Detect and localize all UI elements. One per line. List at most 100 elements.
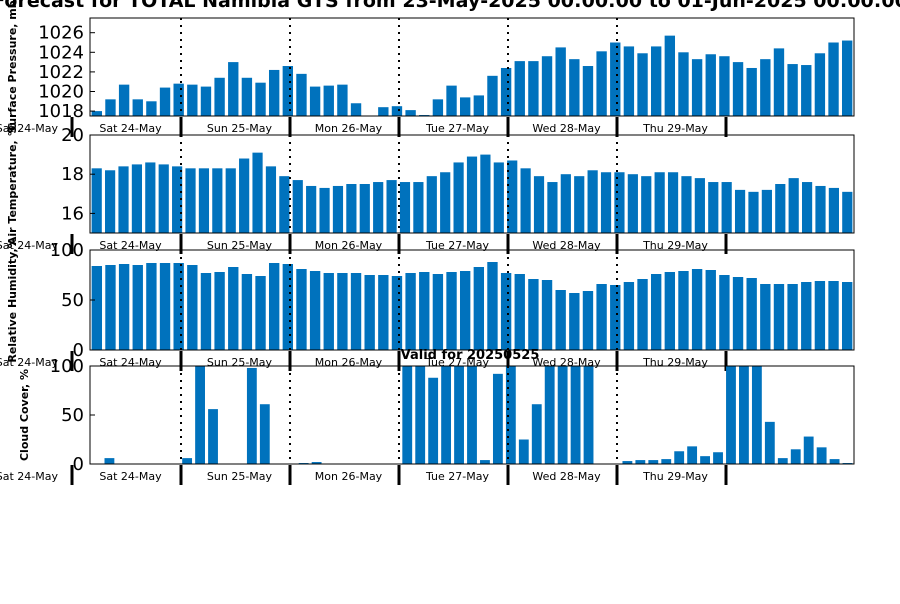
bar [378, 107, 389, 116]
bar [105, 170, 116, 233]
bar [528, 279, 539, 350]
bar [654, 172, 665, 233]
bar [751, 366, 762, 464]
bar [268, 263, 280, 350]
bar [691, 59, 703, 116]
bar [415, 366, 426, 464]
bar [533, 176, 545, 233]
x-tick-label: Tue 27-May [425, 239, 489, 252]
x-tick-label: Sat 24-May [0, 356, 58, 369]
bar [661, 459, 672, 464]
bar [145, 162, 156, 233]
bar [694, 178, 705, 233]
bar [842, 191, 853, 233]
bar [732, 62, 744, 116]
bar [674, 451, 685, 464]
bar [473, 267, 485, 350]
bar [459, 271, 471, 350]
bar [721, 182, 732, 233]
x-tick-label: Sun 25-May [207, 470, 273, 483]
bar [146, 263, 157, 350]
bar [801, 65, 812, 116]
bar [453, 162, 464, 233]
bar [323, 85, 334, 116]
bar [500, 67, 512, 116]
bar [386, 180, 397, 233]
bar [214, 77, 225, 116]
bar [91, 266, 103, 350]
y-axis-label: Air Temperature, °C [6, 123, 19, 245]
bar [610, 42, 621, 116]
bar [700, 456, 710, 464]
bar [760, 284, 771, 350]
y-tick-label: 16 [61, 203, 84, 224]
bar [350, 103, 362, 116]
bar [518, 439, 529, 464]
bar [531, 404, 542, 464]
bar [507, 160, 518, 233]
bar [650, 274, 662, 350]
bar [623, 282, 635, 350]
bar [828, 42, 839, 116]
bar [678, 271, 689, 350]
bar [187, 84, 198, 116]
chart-title: Forecast for TOTAL Namibia GTS from 23-M… [0, 0, 900, 12]
bar [547, 182, 558, 233]
bar [268, 69, 280, 116]
bar [614, 172, 625, 233]
bar [829, 459, 840, 464]
y-tick-label: 20 [61, 125, 84, 146]
y-tick-label: 1026 [38, 23, 84, 44]
bar [332, 185, 344, 233]
bar [306, 185, 317, 233]
bar [641, 176, 652, 233]
bar [185, 168, 196, 233]
bar [104, 458, 115, 464]
y-axis-label: Cloud Cover, % [18, 369, 31, 461]
x-tick-label: Wed 28-May [532, 122, 601, 135]
bar [739, 366, 749, 464]
bar [337, 273, 348, 350]
x-tick-label: Mon 26-May [315, 239, 383, 252]
bar [187, 265, 198, 350]
bar [787, 284, 798, 350]
bar [282, 66, 294, 116]
bar [773, 48, 785, 116]
x-tick-label: Wed 28-May [532, 239, 601, 252]
bar [159, 87, 171, 116]
bar [801, 182, 813, 233]
bar [105, 99, 116, 116]
x-tick-label: Mon 26-May [315, 122, 383, 135]
y-tick-label: 100 [50, 356, 84, 377]
y-tick-label: 1024 [38, 42, 84, 63]
bar [346, 184, 357, 233]
bar [378, 275, 389, 350]
bar [309, 271, 321, 350]
bar [505, 366, 516, 464]
bar [622, 461, 633, 464]
x-tick-label: Sun 25-May [207, 122, 273, 135]
bar [118, 84, 130, 116]
bar [637, 279, 648, 350]
bar [596, 51, 607, 116]
x-tick-label: Sat 24-May [99, 470, 162, 483]
bar [493, 162, 504, 233]
x-tick-label: Tue 27-May [425, 470, 489, 483]
bar [691, 269, 703, 350]
bar [732, 277, 744, 350]
plot-frame [89, 17, 855, 117]
bar [583, 366, 594, 464]
bar [319, 187, 330, 233]
bar [775, 184, 786, 233]
bar [428, 377, 439, 464]
bar [158, 164, 169, 233]
bar [200, 86, 212, 116]
bar [814, 281, 826, 350]
valid-date-label: Valid for 20250525 [401, 348, 540, 363]
bar [773, 284, 785, 350]
bar [359, 184, 370, 233]
bar [265, 166, 277, 233]
bar [91, 168, 102, 233]
bar [587, 170, 598, 233]
